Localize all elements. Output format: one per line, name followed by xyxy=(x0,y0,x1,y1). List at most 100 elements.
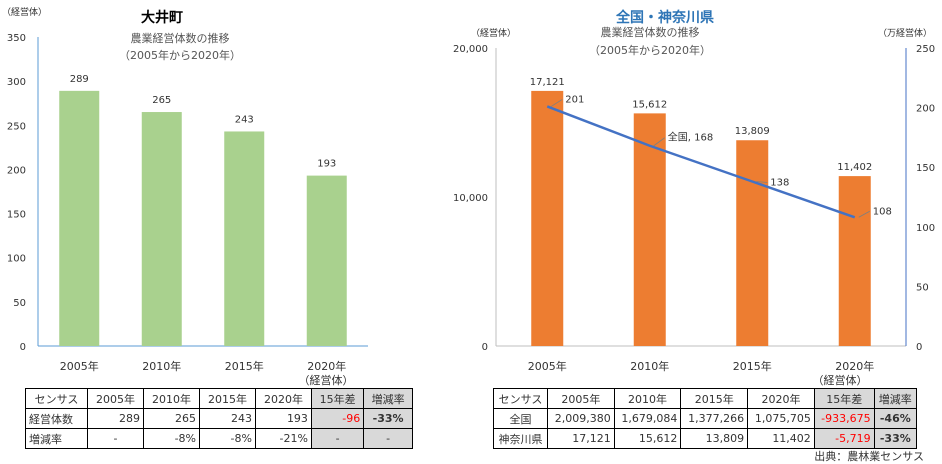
right-line-value-label: 全国, 168 xyxy=(668,131,713,144)
left-bar-value-label: 193 xyxy=(317,159,336,170)
table-cell: - xyxy=(87,428,145,449)
table-cell: -8% xyxy=(143,428,200,449)
table-header-cell: センサス xyxy=(24,388,89,409)
left-y-tick-label: 50 xyxy=(13,298,26,309)
charts-canvas: （経営体） 大井町 農業経営体数の推移 （2005年から2020年） （経営体）… xyxy=(2,6,935,387)
left-yunit: （経営体） xyxy=(2,6,47,18)
left-y-tick-label: 100 xyxy=(7,254,26,265)
left-chart-subtitle: 農業経営体数の推移 xyxy=(131,31,230,45)
left-y-tick-label: 0 xyxy=(20,342,26,353)
table-row: 神奈川県 17,121 15,612 13,809 11,402 -5,719 … xyxy=(493,428,918,449)
right-x-tick-label: 2005年 xyxy=(528,359,567,373)
table-header-cell: 2015年 xyxy=(199,388,256,409)
table-cell: 13,809 xyxy=(680,428,749,449)
table-header-cell: 増減率 xyxy=(363,388,413,409)
table-cell: 1,679,084 xyxy=(613,408,682,429)
table-header-cell: 2010年 xyxy=(143,388,200,409)
left-bar-value-label: 265 xyxy=(152,95,171,106)
right-line-value-label: 138 xyxy=(770,178,789,189)
right-line-label-leader xyxy=(858,210,870,218)
left-x-tick-label: 2015年 xyxy=(225,359,264,373)
left-x-tick-label: 2005年 xyxy=(60,359,99,373)
right-right-tick-label: 200 xyxy=(916,104,935,115)
table-cell: 265 xyxy=(143,408,200,429)
table-header-cell: 15年差 xyxy=(310,388,365,409)
left-bar xyxy=(224,131,265,346)
right-x-tick-label: 2010年 xyxy=(630,359,669,373)
left-y-tick-label: 150 xyxy=(7,210,26,221)
left-extra-label: （経営体） xyxy=(299,373,354,387)
right-series-line xyxy=(546,105,856,219)
table-row: 増減率 - -8% -8% -21% - - xyxy=(24,428,413,449)
right-chart-title: 全国・神奈川県 xyxy=(615,9,714,26)
right-yunit-right: （万経営体） xyxy=(878,27,932,39)
table-header-cell: 2005年 xyxy=(547,388,615,409)
table-cell: 1,377,266 xyxy=(680,408,749,429)
right-extra-label: （経営体） xyxy=(813,373,868,387)
table-header-cell: 2020年 xyxy=(254,388,312,409)
table-cell: 243 xyxy=(199,408,256,429)
table-header-cell: センサス xyxy=(493,388,548,409)
table-cell: -46% xyxy=(873,408,918,429)
right-bar xyxy=(633,113,666,347)
table-header-cell: 2015年 xyxy=(680,388,749,409)
table-cell: 全国 xyxy=(493,408,548,429)
table-header-cell: 2010年 xyxy=(613,388,682,409)
right-line-label-leader xyxy=(756,181,768,183)
left-y-tick-label: 250 xyxy=(7,121,26,132)
table-cell: 193 xyxy=(254,408,312,429)
right-yunit-left: （経営体） xyxy=(471,27,516,39)
table-cell: - xyxy=(310,428,365,449)
table-cell: 1,075,705 xyxy=(747,408,815,429)
right-left-tick-label: 10,000 xyxy=(453,193,488,204)
table-cell: 増減率 xyxy=(24,428,89,449)
right-right-tick-label: 150 xyxy=(916,163,935,174)
table-cell: -33% xyxy=(873,428,918,449)
left-data-table: センサス 2005年 2010年 2015年 2020年 15年差 増減率 経営… xyxy=(24,388,413,449)
table-row: 経営体数 289 265 243 193 -96 -33% xyxy=(24,408,413,429)
table-header-cell: 2005年 xyxy=(87,388,145,409)
table-cell: 15,612 xyxy=(613,428,682,449)
right-right-tick-label: 50 xyxy=(916,282,929,293)
right-right-tick-label: 0 xyxy=(916,342,922,353)
right-line-label-leader xyxy=(551,99,563,107)
left-x-tick-label: 2020年 xyxy=(307,359,346,373)
table-cell: 289 xyxy=(87,408,145,429)
table-cell: -8% xyxy=(199,428,256,449)
right-bar xyxy=(838,176,871,346)
source-note: 出典：農林業センサス xyxy=(814,450,924,463)
right-chart-period: （2005年から2020年） xyxy=(589,43,711,57)
right-bar-value-label: 13,809 xyxy=(735,126,770,137)
left-chart-period: （2005年から2020年） xyxy=(119,48,241,62)
right-bar-value-label: 11,402 xyxy=(837,162,872,173)
right-right-tick-label: 250 xyxy=(916,44,935,55)
right-x-tick-label: 2020年 xyxy=(835,359,874,373)
right-line-value-label: 108 xyxy=(873,206,892,217)
right-left-tick-label: 20,000 xyxy=(453,44,488,55)
table-cell: 神奈川県 xyxy=(493,428,548,449)
right-bar xyxy=(531,90,564,347)
right-data-table: センサス 2005年 2010年 2015年 2020年 15年差 増減率 全国… xyxy=(493,388,918,449)
right-line-value-label: 201 xyxy=(565,94,584,105)
table-cell: 経営体数 xyxy=(24,408,89,429)
table-cell: 11,402 xyxy=(747,428,815,449)
left-y-tick-label: 200 xyxy=(7,165,26,176)
table-header-cell: 15年差 xyxy=(813,388,875,409)
table-cell: -96 xyxy=(310,408,365,429)
right-x-tick-label: 2015年 xyxy=(733,359,772,373)
left-y-tick-label: 350 xyxy=(7,33,26,44)
left-bar xyxy=(59,90,100,347)
right-bar-value-label: 15,612 xyxy=(632,99,667,110)
right-left-tick-label: 0 xyxy=(482,342,488,353)
table-cell: -21% xyxy=(254,428,312,449)
table-header-row: センサス 2005年 2010年 2015年 2020年 15年差 増減率 xyxy=(24,388,413,409)
right-bar xyxy=(736,140,769,346)
right-line-label-leader xyxy=(653,137,665,147)
table-cell: -33% xyxy=(363,408,413,429)
table-row: 全国 2,009,380 1,679,084 1,377,266 1,075,7… xyxy=(493,408,918,429)
table-header-cell: 2020年 xyxy=(747,388,815,409)
table-cell: 2,009,380 xyxy=(547,408,615,429)
left-bar xyxy=(306,175,347,346)
left-chart-title: 大井町 xyxy=(141,9,183,26)
table-cell: 17,121 xyxy=(547,428,615,449)
